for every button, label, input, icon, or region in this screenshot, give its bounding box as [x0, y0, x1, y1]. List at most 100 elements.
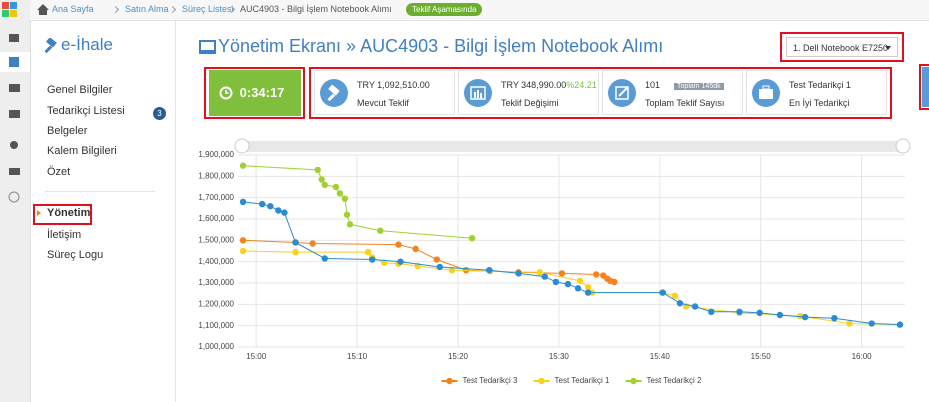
highlight	[33, 204, 92, 225]
x-tick-label: 15:10	[347, 352, 368, 361]
icon-rail	[0, 0, 31, 402]
breadcrumb-current: AUC4903 - Bilgi İşlem Notebook Alımı	[240, 4, 392, 14]
data-point	[671, 292, 679, 299]
data-point	[267, 203, 274, 210]
data-point	[381, 259, 388, 266]
x-tick-label: 15:30	[549, 352, 570, 361]
stat-card: 101 Toplam 145dk Toplam Teklif Sayısı	[602, 70, 743, 115]
data-point	[846, 320, 853, 327]
home-icon	[37, 4, 49, 15]
legend-marker	[538, 377, 545, 385]
highlight	[780, 32, 904, 62]
stat-value: TRY 348,990.00%24.21	[501, 80, 597, 90]
stat-label: Mevcut Teklif	[357, 98, 409, 108]
data-point	[309, 240, 316, 247]
stat-value: TRY 1,092,510.00	[357, 80, 430, 90]
highlight	[204, 67, 305, 119]
data-point	[292, 248, 299, 256]
data-point	[831, 315, 838, 322]
x-tick-label: 16:00	[852, 352, 873, 361]
data-point	[318, 176, 325, 183]
data-point	[321, 181, 328, 189]
item-dropdown[interactable]: 1. Dell Notebook E7250	[786, 37, 898, 57]
navigator-handle	[234, 138, 250, 154]
data-point	[486, 267, 493, 274]
rail-icons	[0, 2, 30, 203]
separator	[45, 191, 155, 192]
active-arrow	[37, 210, 41, 216]
nav-item[interactable]: Kalem Bilgileri	[47, 145, 117, 157]
monitor-icon	[199, 40, 216, 54]
data-point	[275, 207, 282, 214]
stat-card: TRY 348,990.00%24.21 Teklif Değişimi	[458, 70, 599, 115]
timer: 0:34:17	[209, 70, 301, 116]
y-tick-label: 1,400,000	[198, 257, 234, 266]
stat-value-text: TRY 348,990.00	[501, 80, 567, 90]
data-point	[574, 285, 582, 292]
stat-value-text: 101	[645, 80, 661, 90]
breadcrumb-link[interactable]: Satın Alma	[125, 4, 169, 14]
data-point	[801, 313, 809, 321]
stat-badge: Toplam 145dk	[674, 83, 724, 90]
y-tick-label: 1,100,000	[198, 321, 234, 330]
status-badge: Teklif Aşamasında	[406, 3, 483, 16]
nav-item[interactable]: Genel Bilgiler	[47, 84, 113, 96]
sidebar: e-İhale Genel Bilgiler Tedarikçi Listesi…	[31, 21, 176, 402]
stat-label: En İyi Tedarikçi	[789, 98, 850, 108]
legend-label: Test Tedarikçi 2	[647, 376, 703, 385]
clock-icon	[219, 86, 233, 100]
brand: e-İhale	[61, 35, 113, 54]
y-tick-label: 1,000,000	[198, 342, 234, 351]
stat-icon	[752, 79, 780, 107]
settings-button[interactable]	[922, 67, 929, 107]
stat-icon	[320, 79, 348, 107]
stat-card: TRY 1,092,510.00 Mevcut Teklif	[314, 70, 455, 115]
legend-label: Test Tedarikçi 3	[463, 376, 519, 385]
data-point	[593, 271, 600, 278]
x-tick-label: 15:40	[650, 352, 671, 361]
data-point	[796, 312, 804, 320]
navigator-handle	[895, 138, 911, 154]
data-point	[336, 190, 344, 197]
data-point	[377, 227, 384, 234]
stat-label: Toplam Teklif Sayısı	[645, 98, 725, 108]
data-point	[433, 256, 440, 263]
x-tick-label: 15:00	[246, 352, 267, 361]
data-point	[341, 195, 349, 202]
nav-item[interactable]: Süreç Logu	[47, 249, 104, 261]
data-point	[552, 278, 560, 286]
nav-item[interactable]: Özet	[47, 166, 71, 178]
y-tick-label: 1,800,000	[198, 171, 234, 180]
data-point	[756, 309, 763, 317]
nav-item-active[interactable]: Yönetim	[47, 207, 91, 219]
data-point	[558, 270, 566, 277]
breadcrumb-link[interactable]: Süreç Listesi	[182, 4, 234, 14]
y-tick-label: 1,300,000	[198, 278, 234, 287]
data-point	[314, 166, 321, 174]
data-point	[868, 320, 875, 327]
data-point	[576, 277, 584, 285]
breadcrumb-bar: Ana Sayfa Satın Alma Süreç Listesi AUC49…	[30, 0, 929, 21]
nav-item[interactable]: Tedarikçi Listesi	[47, 105, 125, 117]
legend-label: Test Tedarikçi 1	[555, 376, 611, 385]
nav-badge: 3	[153, 107, 166, 120]
data-point	[659, 289, 667, 296]
data-point	[691, 303, 699, 310]
chevron	[111, 5, 120, 14]
y-tick-label: 1,500,000	[198, 235, 234, 244]
data-point	[239, 198, 247, 206]
breadcrumb-link[interactable]: Ana Sayfa	[52, 4, 94, 14]
data-point	[321, 255, 328, 262]
legend-marker	[446, 377, 453, 385]
legend-item: Test Tedarikçi 3	[441, 376, 519, 385]
y-tick-label: 1,900,000	[198, 150, 234, 159]
data-point	[281, 209, 288, 216]
data-point	[468, 235, 476, 242]
caret	[885, 46, 891, 50]
data-point	[564, 280, 572, 288]
nav-item[interactable]: Belgeler	[47, 125, 88, 137]
data-point	[584, 284, 592, 291]
nav-item[interactable]: İletişim	[47, 229, 82, 241]
data-point	[896, 321, 904, 328]
